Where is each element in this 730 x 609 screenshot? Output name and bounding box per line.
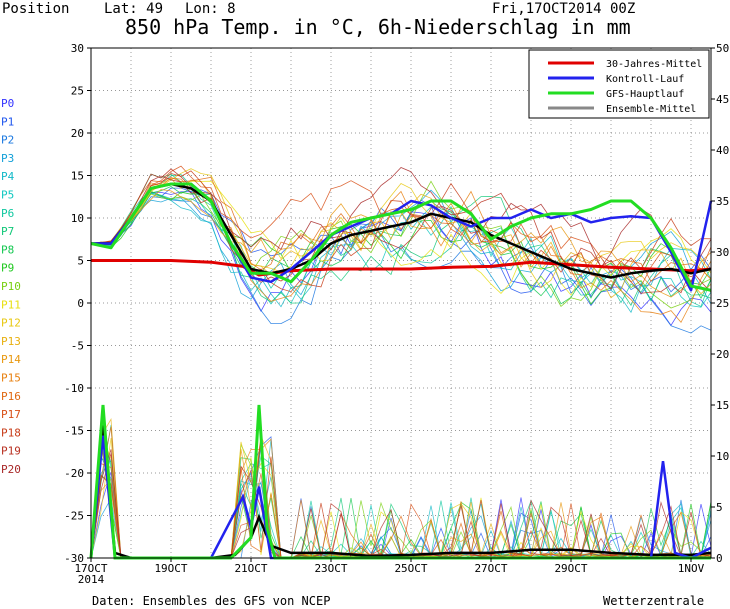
y-right-tick-label: 35 — [716, 195, 729, 208]
run-label: Fri,17OCT2014 00Z — [492, 1, 635, 17]
precip-series-line — [89, 404, 711, 560]
member-label: P19 — [1, 445, 21, 458]
precip-series-line — [89, 425, 712, 560]
y-left-tick-label: 5 — [77, 255, 84, 268]
y-left-tick-label: 0 — [77, 297, 84, 310]
x-tick-label: 29OCT — [554, 562, 587, 575]
member-label: P9 — [1, 262, 14, 275]
y-left-tick-label: 20 — [71, 127, 84, 140]
footer-source: Daten: Ensembles des GFS von NCEP — [92, 594, 330, 608]
ensemble-member-line — [90, 170, 712, 293]
ensemble-member-line — [90, 167, 712, 283]
y-left-tick-label: -15 — [64, 425, 84, 438]
member-label: P15 — [1, 372, 21, 385]
ensemble-member-precip — [90, 443, 712, 559]
member-label: P16 — [1, 390, 21, 403]
y-left-tick-label: 30 — [71, 42, 84, 55]
legend: 30-Jahres-Mittel Kontroll-Lauf GFS-Haupt… — [528, 49, 710, 119]
legend-label-kontroll: Kontroll-Lauf — [606, 74, 684, 85]
member-label: P11 — [1, 298, 21, 311]
member-label: P18 — [1, 426, 21, 439]
member-label: P2 — [1, 134, 14, 147]
member-label: P0 — [1, 97, 14, 110]
ensemble-member-line — [90, 196, 712, 334]
legend-label-gfs: GFS-Hauptlauf — [606, 89, 684, 100]
y-left-tick-label: 10 — [71, 212, 84, 225]
y-right-tick-label: 10 — [716, 450, 729, 463]
y-right-tick-label: 40 — [716, 144, 729, 157]
y-left-tick-label: -5 — [71, 340, 84, 353]
y-left-tick-label: 15 — [71, 170, 84, 183]
member-label: P4 — [1, 170, 15, 183]
y-right-tick-label: 20 — [716, 348, 729, 361]
member-label: P5 — [1, 189, 14, 202]
x-tick-label: 25OCT — [394, 562, 427, 575]
x-tick-label: 27OCT — [474, 562, 507, 575]
y-axis-left: -30 -25 -20 -15 -10 -5 0 5 10 15 20 25 30 — [64, 42, 91, 565]
x-tick-year: 2014 — [78, 573, 105, 586]
x-tick-label: 19OCT — [154, 562, 187, 575]
x-tick-label: 17OCT — [74, 562, 107, 575]
position-label: Position — [2, 1, 69, 17]
member-label: P12 — [1, 317, 21, 330]
member-label: P17 — [1, 408, 21, 421]
member-label: P20 — [1, 463, 21, 476]
x-axis: 17OCT2014 19OCT 21OCT 23OCT 25OCT 27OCT 29OCT 1… — [74, 558, 705, 586]
temp-series-line — [90, 182, 712, 292]
footer-brand: Wetterzentrale — [603, 594, 704, 608]
member-label: P6 — [1, 207, 14, 220]
y-right-tick-label: 15 — [716, 399, 729, 412]
ensemble-member-line — [90, 189, 712, 298]
y-axis-right: 0 5 10 15 20 25 30 35 40 45 50 — [711, 42, 729, 565]
temp-series-line — [91, 182, 712, 279]
ensemble-member-precip — [90, 433, 712, 559]
y-right-tick-label: 50 — [716, 42, 729, 55]
ensemble-member-line — [90, 180, 712, 309]
ensemble-member-line — [90, 180, 712, 296]
y-right-tick-label: 30 — [716, 246, 729, 259]
chart-title: 850 hPa Temp. in °C, 6h-Niederschlag in … — [125, 15, 631, 39]
ensemble-member-precip — [90, 437, 712, 559]
y-left-tick-label: 25 — [71, 85, 84, 98]
lon-label: Lon: 8 — [185, 1, 236, 17]
member-label: P13 — [1, 335, 21, 348]
y-right-tick-label: 25 — [716, 297, 729, 310]
temp-series-line — [91, 259, 712, 277]
y-left-tick-label: -10 — [64, 382, 84, 395]
ensemble-member-precip — [90, 418, 712, 559]
x-tick-label: 1NOV — [678, 562, 705, 575]
member-labels: P0 P1 P2 P3 P4 P5 P6 P7 P8 P9 P10 P11 P12 P13 P14 P15 P1… — [1, 97, 21, 476]
legend-label-ensemble: Ensemble-Mittel — [606, 104, 696, 115]
x-tick-label: 23OCT — [314, 562, 347, 575]
temperature-lines — [90, 182, 713, 292]
y-right-tick-label: 5 — [716, 501, 723, 514]
ensemble-member-line — [90, 190, 712, 305]
x-tick-label: 21OCT — [234, 562, 267, 575]
y-left-tick-label: -25 — [64, 510, 84, 523]
precipitation-lines — [89, 404, 712, 560]
member-label: P1 — [1, 115, 14, 128]
grid — [91, 48, 711, 558]
y-left-tick-label: -20 — [64, 467, 84, 480]
member-label: P14 — [1, 353, 21, 366]
lat-label: Lat: 49 — [104, 1, 163, 17]
member-label: P10 — [1, 280, 21, 293]
member-label: P8 — [1, 243, 14, 256]
y-right-tick-label: 0 — [716, 552, 723, 565]
member-label: P7 — [1, 225, 14, 238]
y-left-tick-label: -30 — [64, 552, 84, 565]
ensemble-member-line — [90, 168, 712, 289]
y-right-tick-label: 45 — [716, 93, 729, 106]
ensemble-member-precip — [90, 426, 712, 559]
legend-label-mittel30: 30-Jahres-Mittel — [606, 59, 702, 70]
member-label: P3 — [1, 152, 14, 165]
ensemble-member-line — [90, 173, 712, 307]
